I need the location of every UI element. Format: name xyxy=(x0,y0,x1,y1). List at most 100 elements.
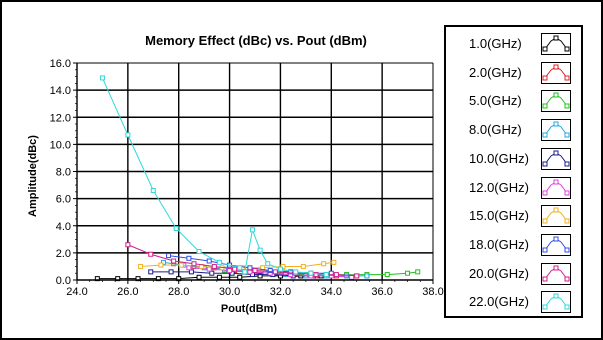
y-tick-label: 14.0 xyxy=(50,85,71,97)
x-tick-label: 36.0 xyxy=(371,286,392,298)
chart-title: Memory Effect (dBc) vs. Pout (dBm) xyxy=(145,33,367,48)
data-point xyxy=(288,269,294,275)
y-tick-label: 12.0 xyxy=(50,112,71,124)
legend-item: 2.0(GHz) xyxy=(446,59,581,88)
x-tick-label: 28.0 xyxy=(168,286,189,298)
data-point xyxy=(186,265,192,271)
data-point xyxy=(257,247,263,253)
y-tick-label: 6.0 xyxy=(56,194,71,206)
data-point xyxy=(196,249,202,255)
data-point xyxy=(186,255,192,261)
data-point xyxy=(257,273,263,279)
legend-item: 8.0(GHz) xyxy=(446,116,581,145)
data-point xyxy=(206,258,212,264)
data-point xyxy=(267,268,273,274)
data-point xyxy=(280,263,286,269)
data-point xyxy=(150,187,156,193)
data-point xyxy=(249,227,255,233)
data-point xyxy=(247,265,253,271)
x-tick-label: 32.0 xyxy=(270,286,291,298)
data-point xyxy=(125,242,131,248)
legend-swatch-icon xyxy=(541,233,571,256)
legend-swatch-icon xyxy=(541,90,571,113)
y-tick-label: 16.0 xyxy=(50,58,71,70)
legend-swatch-icon xyxy=(541,119,571,142)
legend: 1.0(GHz) 2.0(GHz) 5.0(GHz) 8.0(GHz) 10.0(GHz… xyxy=(444,25,583,318)
data-point xyxy=(344,273,350,279)
data-point xyxy=(265,261,271,267)
data-point xyxy=(206,266,212,272)
y-tick-label: 8.0 xyxy=(56,167,71,179)
data-point xyxy=(158,262,164,268)
data-point xyxy=(209,270,215,276)
data-point xyxy=(293,269,299,275)
data-point xyxy=(148,269,154,275)
data-point xyxy=(99,75,105,81)
data-point xyxy=(125,132,131,138)
legend-label: 5.0(GHz) xyxy=(469,93,522,109)
data-point xyxy=(237,265,243,271)
data-point xyxy=(232,266,238,272)
data-point xyxy=(211,263,217,269)
series-layer xyxy=(94,75,421,282)
y-tick-label: 4.0 xyxy=(56,221,71,233)
legend-label: 20.0(GHz) xyxy=(469,265,529,281)
data-point xyxy=(323,272,329,278)
data-point xyxy=(252,268,258,274)
legend-item: 18.0(GHz) xyxy=(446,231,581,260)
legend-item: 20.0(GHz) xyxy=(446,260,581,289)
legend-label: 8.0(GHz) xyxy=(469,122,522,138)
data-point xyxy=(321,261,327,267)
data-point xyxy=(405,270,411,276)
data-point xyxy=(160,259,166,265)
data-point xyxy=(148,251,154,257)
legend-swatch-icon xyxy=(541,205,571,228)
data-point xyxy=(216,274,222,280)
series-4 xyxy=(148,269,316,279)
data-point xyxy=(138,263,144,269)
legend-item: 5.0(GHz) xyxy=(446,87,581,116)
legend-item: 10.0(GHz) xyxy=(446,145,581,174)
data-point xyxy=(308,270,314,276)
y-tick-label: 0.0 xyxy=(56,275,71,287)
legend-item: 1.0(GHz) xyxy=(446,30,581,59)
data-point xyxy=(333,272,339,278)
legend-item: 15.0(GHz) xyxy=(446,202,581,231)
legend-label: 2.0(GHz) xyxy=(469,64,522,80)
x-tick-label: 26.0 xyxy=(117,286,138,298)
data-point xyxy=(171,258,177,264)
data-point xyxy=(249,272,255,278)
axes: 24.0 26.0 28.0 30.0 32.0 34.0 36.0 38.0 0.0 2.0 4.… xyxy=(50,58,444,298)
legend-swatch-icon xyxy=(541,61,571,84)
legend-label: 22.0(GHz) xyxy=(469,294,529,310)
data-point xyxy=(331,259,337,265)
data-point xyxy=(364,273,370,279)
data-point xyxy=(229,270,235,276)
legend-label: 12.0(GHz) xyxy=(469,179,529,195)
x-tick-label: 38.0 xyxy=(422,286,443,298)
data-point xyxy=(313,272,319,278)
data-point xyxy=(166,253,172,259)
data-point xyxy=(191,261,197,267)
legend-swatch-icon xyxy=(541,291,571,314)
legend-label: 1.0(GHz) xyxy=(469,36,522,51)
x-tick-label: 34.0 xyxy=(321,286,342,298)
legend-item: 12.0(GHz) xyxy=(446,174,581,203)
legend-item: 22.0(GHz) xyxy=(446,288,581,317)
data-point xyxy=(277,266,283,272)
legend-label: 18.0(GHz) xyxy=(469,236,529,252)
legend-label: 10.0(GHz) xyxy=(469,150,529,166)
data-point xyxy=(237,274,243,280)
data-point xyxy=(168,269,174,275)
data-point xyxy=(300,263,306,269)
legend-swatch-icon xyxy=(541,33,571,55)
y-tick-label: 2.0 xyxy=(56,248,71,260)
x-tick-label: 30.0 xyxy=(219,286,240,298)
data-point xyxy=(178,262,184,268)
data-point xyxy=(354,273,360,279)
data-point xyxy=(272,269,278,275)
data-point xyxy=(328,270,334,276)
legend-swatch-icon xyxy=(541,262,571,285)
data-point xyxy=(384,272,390,278)
